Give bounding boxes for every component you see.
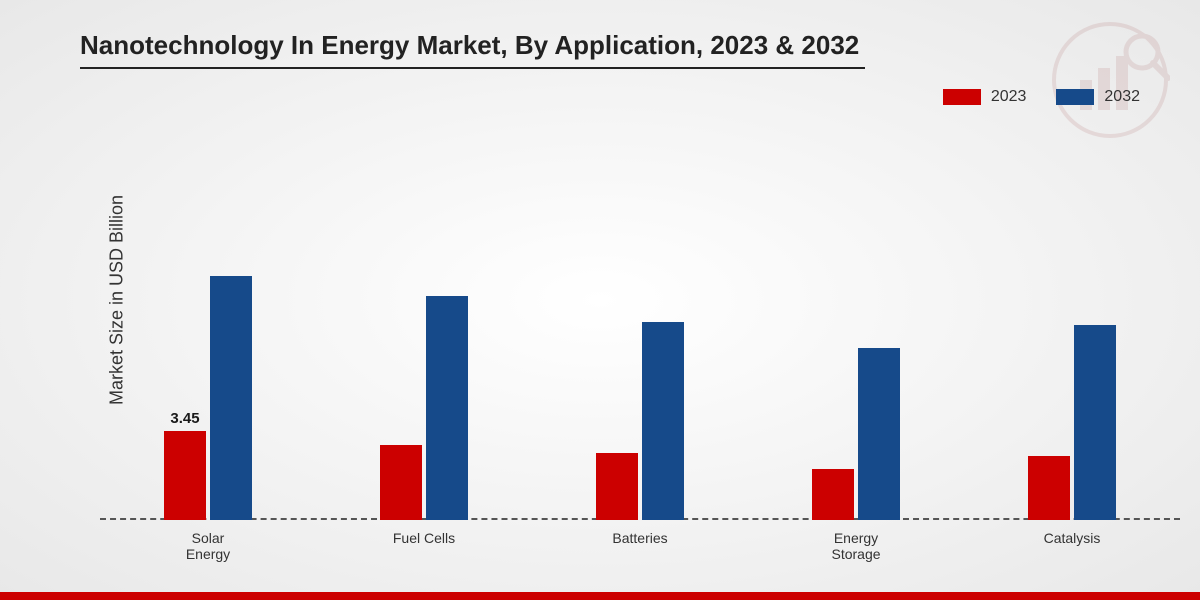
legend-label: 2023 <box>991 88 1027 106</box>
bar <box>858 348 900 520</box>
chart-title: Nanotechnology In Energy Market, By Appl… <box>80 30 865 69</box>
bar <box>164 431 206 520</box>
chart-container: Nanotechnology In Energy Market, By Appl… <box>0 0 1200 600</box>
bar <box>426 296 468 520</box>
legend-item: 2032 <box>1056 88 1140 106</box>
legend-swatch <box>1056 89 1094 105</box>
legend-swatch <box>943 89 981 105</box>
bar <box>380 445 422 520</box>
bar-group: Solar Energy <box>164 276 252 520</box>
legend-item: 2023 <box>943 88 1027 106</box>
x-tick-label: Fuel Cells <box>393 520 455 546</box>
x-tick-label: Energy Storage <box>831 520 880 562</box>
bar <box>642 322 684 520</box>
bar-group: Batteries <box>596 322 684 520</box>
bar-group: Energy Storage <box>812 348 900 520</box>
bar <box>812 469 854 520</box>
bar <box>1028 456 1070 520</box>
bar <box>596 453 638 520</box>
value-label: 3.45 <box>170 410 199 427</box>
bar-group: Catalysis <box>1028 325 1116 520</box>
footer-stripe <box>0 592 1200 600</box>
legend-label: 2032 <box>1104 88 1140 106</box>
bar-group: Fuel Cells <box>380 296 468 520</box>
plot-area: Solar Energy Fuel Cells Batteries Energy St… <box>100 160 1180 520</box>
x-tick-label: Batteries <box>612 520 667 546</box>
bar <box>1074 325 1116 520</box>
x-tick-label: Catalysis <box>1044 520 1101 546</box>
watermark-icon <box>1050 20 1170 140</box>
x-tick-label: Solar Energy <box>186 520 230 562</box>
bar <box>210 276 252 520</box>
legend: 2023 2032 <box>943 88 1140 106</box>
